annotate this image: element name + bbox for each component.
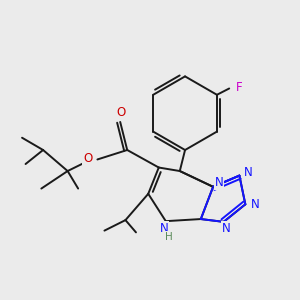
Text: N: N: [250, 198, 259, 211]
Text: N: N: [244, 166, 253, 178]
Text: N: N: [160, 222, 168, 236]
Text: N: N: [222, 222, 231, 235]
Text: H: H: [165, 232, 172, 242]
Text: N: N: [215, 176, 224, 189]
Text: O: O: [83, 152, 92, 165]
Text: F: F: [236, 81, 242, 94]
Text: O: O: [116, 106, 125, 118]
